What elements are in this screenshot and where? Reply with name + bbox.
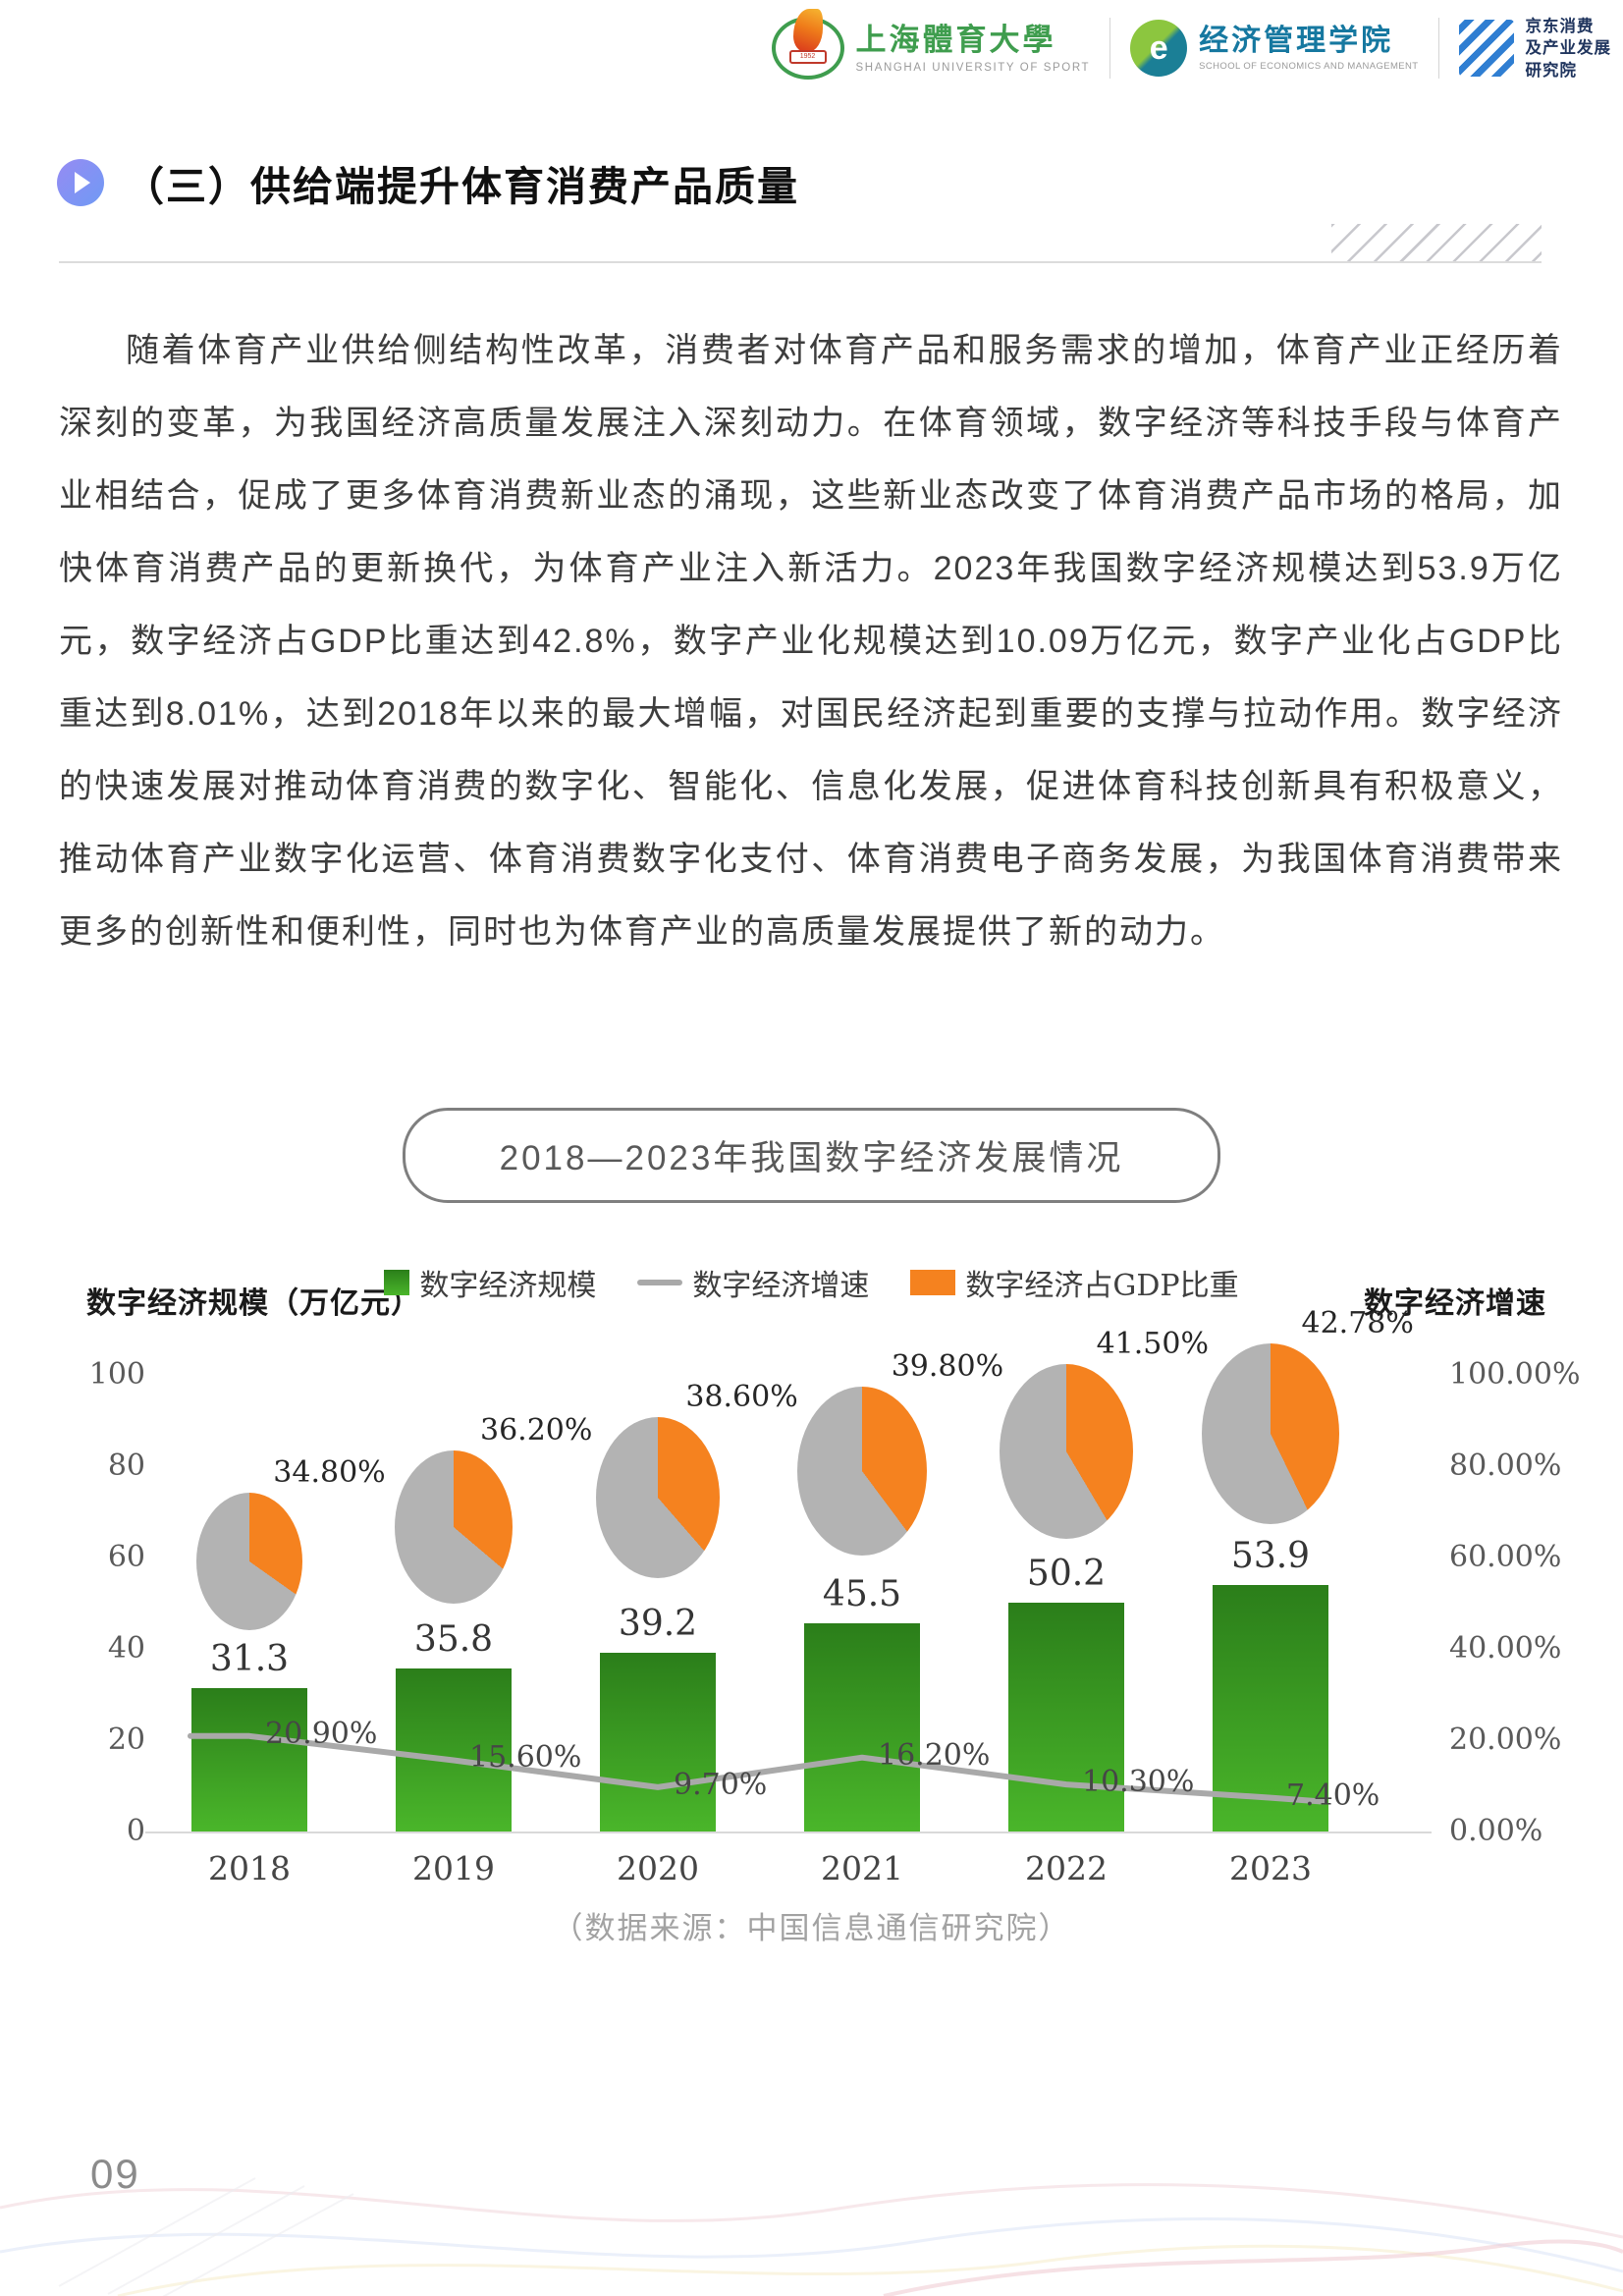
bar-value-label: 45.5 (822, 1574, 902, 1615)
play-bullet-icon (57, 159, 104, 206)
legend-item-bar: 数字经济规模 (384, 1261, 596, 1304)
left-axis-tick: 60 (107, 1540, 145, 1574)
school-logo: e 经济管理学院 SCHOOL OF ECONOMICS AND MANAGEM… (1130, 20, 1419, 78)
bar (600, 1652, 716, 1831)
left-axis-tick: 80 (107, 1449, 145, 1483)
bar-value-label: 35.8 (413, 1618, 494, 1660)
combo-chart: 100 80 60 40 20 0 100.00% 80.00% 60.00% … (88, 1306, 1581, 1905)
right-axis-tick: 80.00% (1449, 1449, 1562, 1483)
page-number: 09 (90, 2151, 140, 2197)
university-name-en: SHANGHAI UNIVERSITY OF SPORT (855, 61, 1091, 74)
x-axis-category: 2021 (821, 1849, 903, 1887)
line-value-label: 16.20% (878, 1737, 991, 1773)
gdp-share-pie (395, 1450, 513, 1604)
right-axis-tick: 100.00% (1449, 1357, 1581, 1392)
bar-value-label: 39.2 (618, 1603, 698, 1644)
body-paragraph: 随着体育产业供给侧结构性改革，消费者对体育产品和服务需求的增加，体育产业正经历着… (59, 332, 1563, 951)
gdp-share-pie (797, 1387, 927, 1556)
left-axis-tick: 0 (126, 1814, 145, 1848)
right-axis-tick: 20.00% (1449, 1722, 1562, 1757)
wave-decoration (0, 2177, 1623, 2296)
gdp-share-pie (1202, 1343, 1339, 1524)
left-axis-tick: 40 (107, 1631, 145, 1666)
left-axis-tick: 20 (107, 1722, 145, 1757)
x-axis-category: 2022 (1025, 1849, 1108, 1887)
left-axis-tick: 100 (88, 1357, 145, 1392)
x-axis-category: 2023 (1229, 1849, 1312, 1887)
chart-title: 2018—2023年我国数字经济发展情况 (402, 1108, 1221, 1203)
crest-band: 1952 (788, 50, 827, 65)
pie-value-label: 36.20% (480, 1413, 593, 1448)
logo-divider (1109, 18, 1111, 80)
logo-divider (1437, 18, 1439, 80)
title-divider (59, 261, 1542, 263)
legend-label: 数字经济规模 (419, 1269, 597, 1303)
legend-label: 数字经济增速 (692, 1269, 870, 1303)
stripes-icon (1458, 20, 1514, 78)
institute-logo: 京东消费 及产业发展 研究院 (1458, 16, 1612, 82)
section-title-row: （三）供给端提升体育消费产品质量 (57, 153, 799, 212)
institute-line-2: 及产业发展 (1525, 39, 1611, 58)
right-axis-tick: 60.00% (1449, 1540, 1562, 1574)
right-axis-tick: 40.00% (1449, 1631, 1562, 1666)
institute-line-1: 京东消费 (1525, 18, 1595, 35)
pie-value-label: 34.80% (273, 1455, 386, 1490)
gdp-share-pie (1000, 1364, 1133, 1539)
line-value-label: 15.60% (469, 1740, 582, 1776)
header-logos: 1952 上海體育大學 SHANGHAI UNIVERSITY OF SPORT… (771, 9, 1612, 82)
bar (804, 1623, 920, 1831)
bar (1213, 1585, 1328, 1831)
legend-item-line: 数字经济增速 (637, 1261, 869, 1304)
bar (396, 1667, 512, 1831)
gdp-share-pie (596, 1417, 720, 1578)
bar-value-label: 31.3 (209, 1639, 290, 1680)
chart-legend: 数字经济规模 数字经济增速 数字经济占GDP比重 (0, 1261, 1623, 1304)
line-value-label: 9.70% (674, 1767, 768, 1802)
bar-value-label: 53.9 (1230, 1536, 1311, 1577)
x-axis-category: 2020 (617, 1849, 699, 1887)
pie-value-label: 41.50% (1096, 1327, 1209, 1361)
right-axis-tick: 0.00% (1449, 1814, 1543, 1848)
legend-label: 数字经济占GDP比重 (965, 1269, 1239, 1303)
bar (1008, 1602, 1124, 1831)
x-axis-line (145, 1831, 1432, 1833)
line-value-label: 10.30% (1082, 1765, 1195, 1800)
school-mark-icon: e (1130, 20, 1188, 78)
hatch-decoration (1331, 224, 1542, 261)
university-logo: 1952 上海體育大學 SHANGHAI UNIVERSITY OF SPORT (771, 9, 1091, 81)
pie-value-label: 38.60% (685, 1380, 798, 1414)
legend-item-pie: 数字经济占GDP比重 (910, 1261, 1239, 1304)
bar-swatch-icon (384, 1270, 410, 1295)
school-name-cn: 经济管理学院 (1199, 25, 1394, 58)
chart-header: 数字经济规模（万亿元） 数字经济规模 数字经济增速 数字经济占GDP比重 数字经… (0, 1255, 1623, 1324)
gdp-share-pie (196, 1493, 302, 1630)
university-crest-icon: 1952 (771, 9, 844, 81)
x-axis-category: 2019 (412, 1849, 495, 1887)
university-name-cn: 上海體育大學 (855, 22, 1056, 58)
bar-value-label: 50.2 (1026, 1553, 1107, 1594)
x-axis-category: 2018 (208, 1849, 291, 1887)
line-swatch-icon (637, 1280, 683, 1285)
pie-swatch-icon (910, 1270, 956, 1295)
pie-value-label: 39.80% (891, 1349, 1004, 1384)
school-name-en: SCHOOL OF ECONOMICS AND MANAGEMENT (1199, 61, 1419, 73)
left-axis-title: 数字经济规模（万亿元） (86, 1286, 421, 1321)
flame-icon (792, 9, 823, 53)
line-value-label: 20.90% (265, 1716, 378, 1751)
line-value-label: 7.40% (1286, 1777, 1380, 1813)
pie-value-label: 42.78% (1301, 1306, 1414, 1340)
data-source-note: （数据来源：中国信息通信研究院） (552, 1911, 1071, 1945)
bar (191, 1688, 307, 1831)
institute-line-3: 研究院 (1525, 61, 1577, 80)
right-axis-title: 数字经济增速 (1364, 1286, 1546, 1321)
growth-line (188, 1732, 1326, 1805)
section-title: （三）供给端提升体育消费产品质量 (124, 164, 799, 209)
